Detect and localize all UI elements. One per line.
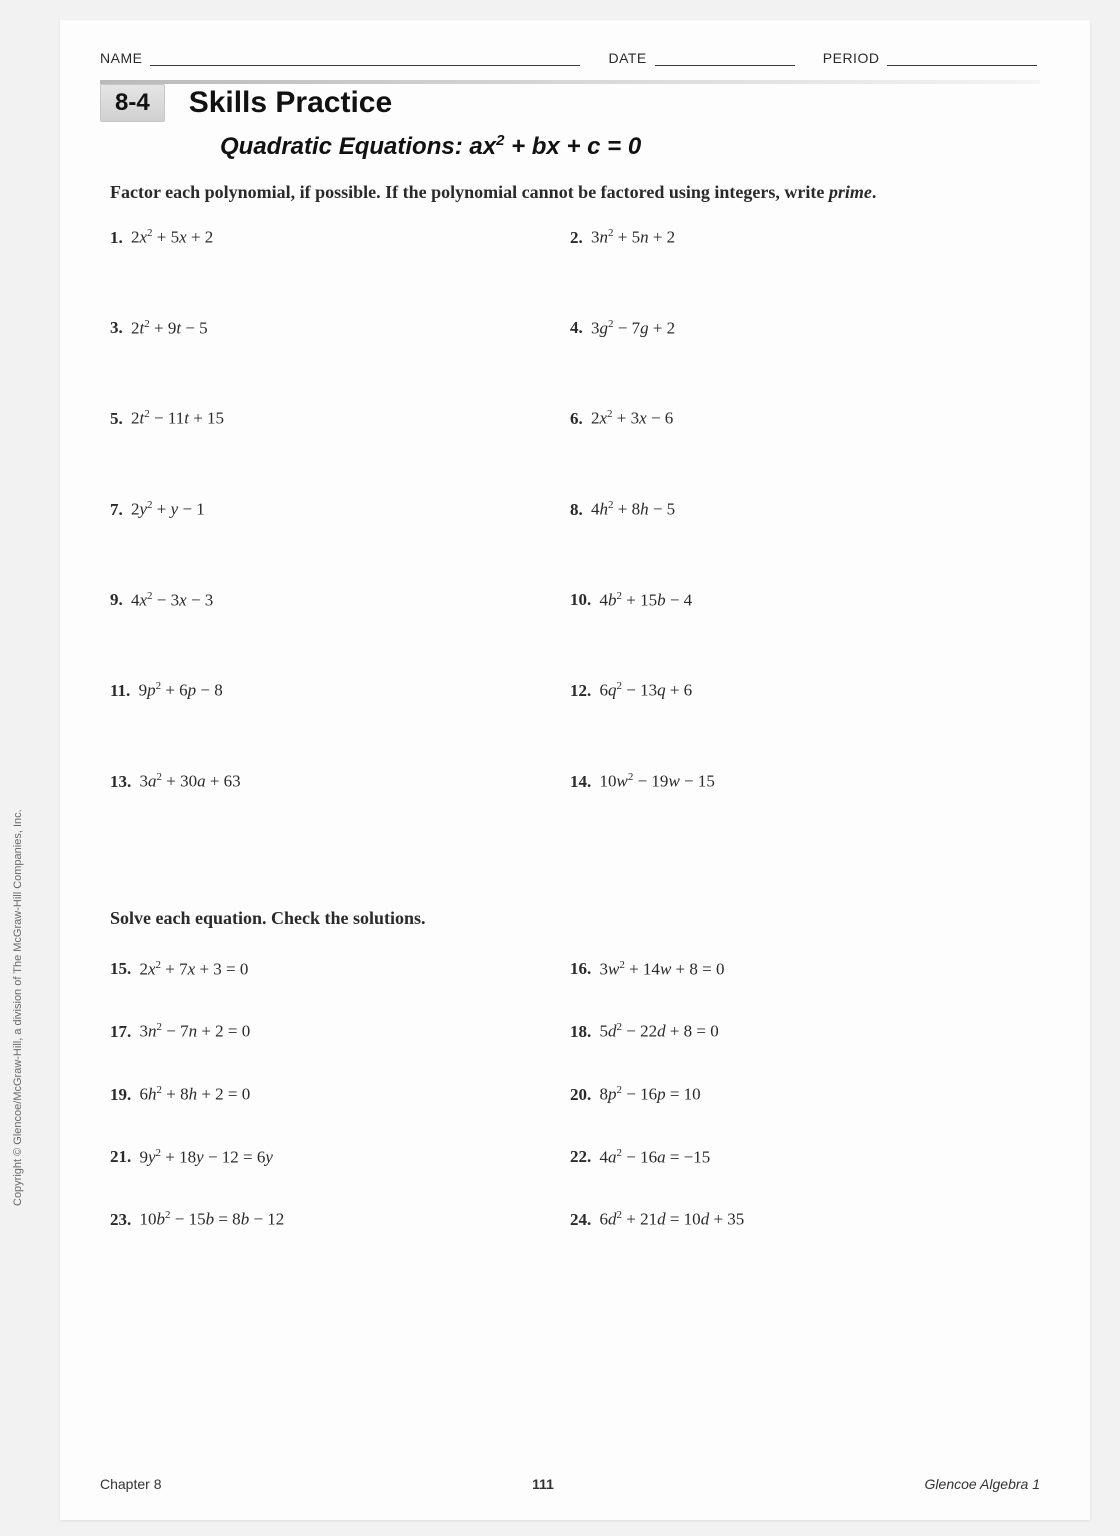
instr1-prime: prime: [829, 182, 872, 202]
problem-item: 8. 4h2 + 8h − 5: [570, 499, 1030, 520]
worksheet-page: NAME DATE PERIOD 8-4 Skills Practice Qua…: [60, 20, 1090, 1520]
problem-item: 12. 6q2 − 13q + 6: [570, 680, 1030, 701]
problem-item: 16. 3w2 + 14w + 8 = 0: [570, 959, 1030, 980]
header-fields: NAME DATE PERIOD: [100, 50, 1040, 66]
problems-section-1: 1. 2x2 + 5x + 22. 3n2 + 5n + 2 3. 2t2 + 9…: [110, 227, 1030, 862]
subtitle-ax: ax: [469, 133, 496, 160]
name-blank[interactable]: [150, 65, 580, 66]
problem-item: 10. 4b2 + 15b − 4: [570, 590, 1030, 611]
lesson-title: Skills Practice: [189, 86, 392, 120]
problem-item: 15. 2x2 + 7x + 3 = 0: [110, 959, 570, 980]
subtitle-rest: + bx + c = 0: [504, 133, 641, 160]
problem-item: 9. 4x2 − 3x − 3: [110, 590, 570, 611]
problem-item: 17. 3n2 − 7n + 2 = 0: [110, 1021, 570, 1042]
problem-item: 22. 4a2 − 16a = −15: [570, 1147, 1030, 1168]
title-row: 8-4 Skills Practice: [100, 84, 1040, 122]
problem-item: 3. 2t2 + 9t − 5: [110, 318, 570, 339]
problem-item: 5. 2t2 − 11t + 15: [110, 408, 570, 429]
problem-item: 4. 3g2 − 7g + 2: [570, 318, 1030, 339]
problem-item: 14. 10w2 − 19w − 15: [570, 771, 1030, 792]
instr1-c: .: [872, 182, 877, 202]
footer-book: Glencoe Algebra 1: [925, 1476, 1040, 1492]
footer-chapter: Chapter 8: [100, 1476, 161, 1492]
copyright-text: Copyright © Glencoe/McGraw-Hill, a divis…: [12, 809, 24, 1206]
problem-item: 19. 6h2 + 8h + 2 = 0: [110, 1084, 570, 1105]
problem-item: 13. 3a2 + 30a + 63: [110, 771, 570, 792]
subtitle-equation: Quadratic Equations: ax2 + bx + c = 0: [220, 132, 1040, 161]
footer-page-number: 111: [532, 1476, 554, 1492]
problem-item: 20. 8p2 − 16p = 10: [570, 1084, 1030, 1105]
problem-item: 11. 9p2 + 6p − 8: [110, 680, 570, 701]
lesson-number-box: 8-4: [100, 84, 165, 122]
instr1-a: Factor each polynomial, if possible. If …: [110, 182, 829, 202]
problem-item: 6. 2x2 + 3x − 6: [570, 408, 1030, 429]
subtitle-prefix: Quadratic Equations:: [220, 133, 469, 160]
problem-item: 18. 5d2 − 22d + 8 = 0: [570, 1021, 1030, 1042]
name-label: NAME: [100, 50, 142, 66]
problem-item: 21. 9y2 + 18y − 12 = 6y: [110, 1147, 570, 1168]
problem-item: 2. 3n2 + 5n + 2: [570, 227, 1030, 248]
problem-item: 23. 10b2 − 15b = 8b − 12: [110, 1209, 570, 1230]
period-label: PERIOD: [823, 50, 880, 66]
problem-item: 1. 2x2 + 5x + 2: [110, 227, 570, 248]
page-footer: Chapter 8 111 Glencoe Algebra 1: [100, 1476, 1040, 1492]
period-blank[interactable]: [887, 65, 1037, 66]
problem-item: 24. 6d2 + 21d = 10d + 35: [570, 1209, 1030, 1230]
problems-section-2: 15. 2x2 + 7x + 3 = 016. 3w2 + 14w + 8 = …: [110, 959, 1030, 1272]
instructions-1: Factor each polynomial, if possible. If …: [110, 179, 1030, 205]
date-blank[interactable]: [655, 65, 795, 66]
problem-item: 7. 2y2 + y − 1: [110, 499, 570, 520]
instructions-2: Solve each equation. Check the solutions…: [110, 908, 1030, 929]
date-label: DATE: [608, 50, 646, 66]
